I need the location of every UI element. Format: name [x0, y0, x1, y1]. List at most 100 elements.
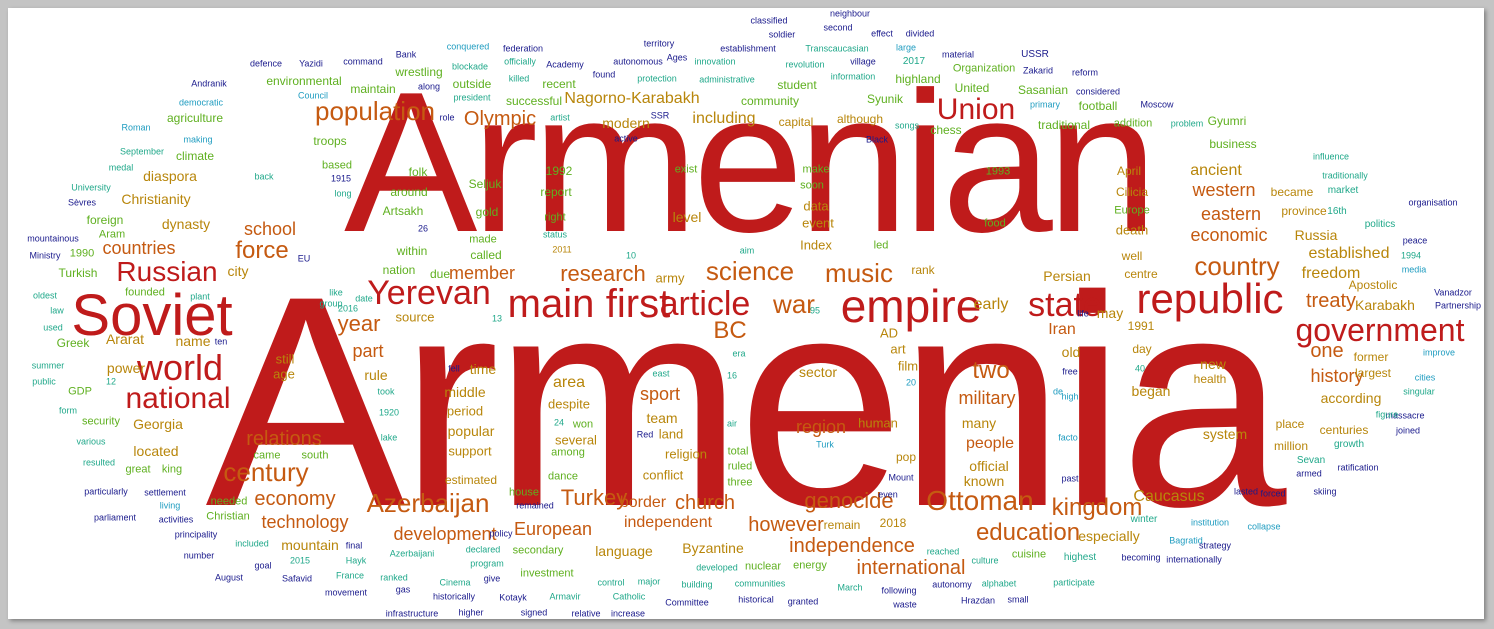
- word-russian: Russian: [116, 256, 218, 287]
- word-around: around: [390, 185, 428, 199]
- word-aram: Aram: [98, 228, 126, 241]
- word-problem: problem: [1170, 118, 1204, 129]
- word-territory: territory: [643, 38, 675, 49]
- word-middle: middle: [444, 384, 486, 400]
- word-historical: historical: [738, 594, 774, 605]
- word-area: area: [552, 374, 586, 391]
- word-three: three: [727, 476, 753, 489]
- word-people: people: [965, 435, 1015, 452]
- word-2011: 2011: [552, 244, 572, 255]
- word-armed: armed: [1296, 468, 1322, 479]
- word-business: business: [1209, 137, 1257, 151]
- word-great: great: [125, 463, 151, 476]
- word-centuries: centuries: [1319, 423, 1369, 437]
- word-reached: reached: [926, 546, 960, 557]
- word-karabakh: Karabakh: [1355, 297, 1415, 313]
- word-successful: successful: [505, 94, 563, 108]
- word-culture: culture: [971, 555, 999, 566]
- word-freedom: freedom: [1301, 265, 1361, 282]
- word-neighbour: neighbour: [829, 8, 871, 19]
- word-war: war: [773, 289, 815, 319]
- word-cilicia: Cilicia: [1115, 185, 1149, 199]
- word-20: 20: [905, 377, 917, 388]
- word-andranik: Andranik: [191, 78, 227, 89]
- word-cloud-frame: Armenia Armenian Soviet empire republic main f…: [8, 8, 1484, 619]
- word-2017: 2017: [902, 56, 926, 67]
- word-armenia: Armenia: [205, 233, 1286, 569]
- word-called: called: [470, 248, 502, 262]
- word-back: back: [254, 171, 274, 182]
- word-turkey: Turkey: [560, 485, 628, 510]
- word-nuclear: nuclear: [744, 560, 782, 573]
- word-environmental: environmental: [266, 74, 342, 88]
- word-like: like: [329, 287, 343, 298]
- word-pop: pop: [895, 450, 917, 464]
- word-de: de: [1052, 386, 1064, 397]
- word-s-vres: Sèvres: [67, 197, 97, 208]
- word-region: region: [795, 417, 847, 437]
- word-innovation: innovation: [694, 56, 736, 67]
- word-small: small: [1007, 594, 1029, 605]
- word-became: became: [1270, 185, 1314, 199]
- word-traditionally: traditionally: [1322, 170, 1368, 181]
- word-roman: Roman: [121, 122, 151, 133]
- word-index: Index: [800, 237, 832, 253]
- word-making: making: [183, 134, 213, 145]
- word-climate: climate: [175, 149, 215, 163]
- word-army: army: [655, 270, 685, 286]
- word-won: won: [572, 418, 594, 431]
- word-24: 24: [553, 417, 565, 428]
- word-safavid: Safavid: [281, 573, 313, 584]
- word-historically: historically: [432, 591, 476, 602]
- word-divided: divided: [905, 28, 935, 39]
- word-football: football: [1078, 99, 1118, 113]
- word-million: million: [1273, 439, 1309, 453]
- word-peace: peace: [1402, 235, 1428, 246]
- word-increase: increase: [610, 608, 646, 619]
- word-defence: defence: [249, 58, 283, 69]
- word-dynasty: dynasty: [161, 216, 211, 232]
- word-ssr: SSR: [650, 110, 670, 121]
- word-province: province: [1281, 204, 1327, 218]
- word-era: era: [732, 348, 746, 359]
- word-even: even: [878, 489, 898, 500]
- word-development: development: [393, 524, 497, 544]
- word-fell: fell: [448, 363, 460, 374]
- word-august: August: [214, 572, 244, 583]
- word-songs: songs: [894, 120, 920, 131]
- word-western: western: [1192, 180, 1256, 200]
- word-federation: federation: [502, 43, 544, 54]
- word-large: large: [895, 42, 917, 53]
- word-policy: policy: [489, 528, 513, 539]
- word-2018: 2018: [879, 516, 907, 530]
- word-artsakh: Artsakh: [382, 204, 424, 218]
- word-former: former: [1353, 350, 1389, 364]
- word-granted: granted: [787, 596, 819, 607]
- word-academy: Academy: [546, 59, 584, 70]
- word-several: several: [555, 432, 597, 448]
- word-along: along: [417, 81, 441, 92]
- word-capital: capital: [778, 115, 814, 129]
- word-genocide: genocide: [804, 488, 894, 513]
- word-right: right: [544, 211, 566, 224]
- word-national: national: [125, 382, 231, 415]
- word-death: death: [1115, 222, 1149, 238]
- word-law: law: [50, 305, 64, 316]
- word-despite: despite: [548, 396, 590, 412]
- word-status: status: [542, 229, 568, 240]
- word-state: state: [1028, 286, 1102, 324]
- word-various: various: [76, 436, 106, 447]
- word-land: land: [658, 426, 684, 442]
- word-dance: dance: [548, 470, 578, 483]
- word-history: history: [1310, 366, 1364, 386]
- word-40: 40: [1134, 363, 1146, 374]
- word-technology: technology: [261, 512, 349, 532]
- word-long: long: [334, 188, 352, 199]
- word-event: event: [802, 215, 834, 231]
- word-one: one: [1310, 340, 1344, 362]
- word-autonomous: autonomous: [613, 56, 663, 67]
- word-red: Red: [636, 429, 654, 440]
- word-artist: artist: [550, 112, 570, 123]
- word-oldest: oldest: [32, 290, 58, 301]
- word-activities: activities: [158, 514, 194, 525]
